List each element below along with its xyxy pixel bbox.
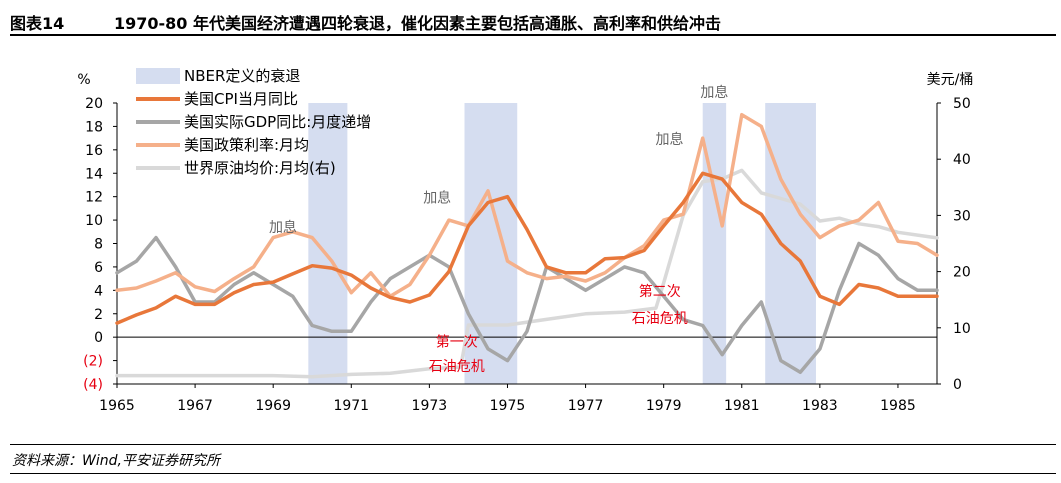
- annotation-label: 第一次: [436, 334, 478, 351]
- series-line: [115, 168, 939, 379]
- left-tick-label: 2: [94, 307, 103, 323]
- legend-swatch-band: [136, 68, 180, 84]
- legend-label: NBER定义的衰退: [184, 67, 300, 85]
- left-tick-label: 16: [85, 143, 103, 159]
- right-tick-label: 10: [953, 321, 971, 337]
- title-divider: [10, 34, 1056, 36]
- annotation-label: 加息: [700, 84, 728, 101]
- left-tick-label: 4: [94, 283, 103, 299]
- x-tick-label: 1969: [255, 398, 291, 414]
- right-tick-label: 20: [953, 265, 971, 281]
- source-note: 资料来源：Wind,平安证券研究所: [12, 453, 220, 469]
- series-line: [115, 171, 939, 325]
- left-tick-label: 12: [85, 190, 103, 206]
- annotation-label: 加息: [269, 219, 297, 236]
- x-tick-label: 1967: [177, 398, 213, 414]
- left-axis-unit: %: [77, 72, 90, 88]
- left-tick-label: 6: [94, 260, 103, 276]
- left-tick-label: (2): [83, 354, 103, 370]
- left-tick-label: 8: [94, 237, 103, 253]
- annotation-label: 第二次: [639, 283, 681, 300]
- x-tick-label: 1977: [568, 398, 604, 414]
- right-tick-label: 50: [953, 96, 971, 112]
- source-divider: [10, 444, 1056, 445]
- right-axis-unit: 美元/桶: [927, 72, 974, 88]
- title-row: 图表14 1970-80 年代美国经济遭遇四轮衰退，催化因素主要包括高通胀、高利…: [10, 4, 1056, 34]
- left-tick-label: 10: [85, 213, 103, 229]
- left-tick-label: 0: [94, 330, 103, 346]
- right-tick-label: 0: [953, 377, 962, 393]
- left-tick-label: 14: [85, 166, 103, 182]
- right-tick-label: 30: [953, 208, 971, 224]
- annotation-label: 加息: [423, 190, 451, 207]
- left-tick-label: (4): [83, 377, 103, 393]
- legend-label: 美国CPI当月同比: [184, 90, 298, 108]
- x-tick-label: 1985: [880, 398, 916, 414]
- annotation-label: 石油危机: [632, 311, 688, 327]
- bottom-divider: [10, 473, 1056, 474]
- x-tick-label: 1965: [99, 398, 135, 414]
- left-tick-label: 18: [85, 119, 103, 135]
- left-tick-label: 20: [85, 96, 103, 112]
- legend-label: 美国实际GDP同比:月度递增: [184, 113, 371, 131]
- x-tick-label: 1981: [724, 398, 760, 414]
- series-line: [115, 235, 939, 375]
- series-line: [115, 112, 939, 298]
- x-tick-label: 1971: [333, 398, 369, 414]
- annotation-label: 加息: [656, 131, 684, 148]
- x-tick-label: 1973: [412, 398, 448, 414]
- figure-label: 图表14: [10, 14, 65, 33]
- x-tick-label: 1975: [490, 398, 526, 414]
- chart-title: 1970-80 年代美国经济遭遇四轮衰退，催化因素主要包括高通胀、高利率和供给冲…: [114, 14, 722, 33]
- x-tick-label: 1983: [802, 398, 838, 414]
- legend-label: 美国政策利率:月均: [184, 136, 309, 154]
- x-tick-label: 1979: [646, 398, 682, 414]
- annotation-label: 石油危机: [429, 359, 485, 375]
- legend-label: 世界原油均价:月均(右): [184, 159, 336, 177]
- right-tick-label: 40: [953, 152, 971, 168]
- recession-band: [308, 103, 348, 384]
